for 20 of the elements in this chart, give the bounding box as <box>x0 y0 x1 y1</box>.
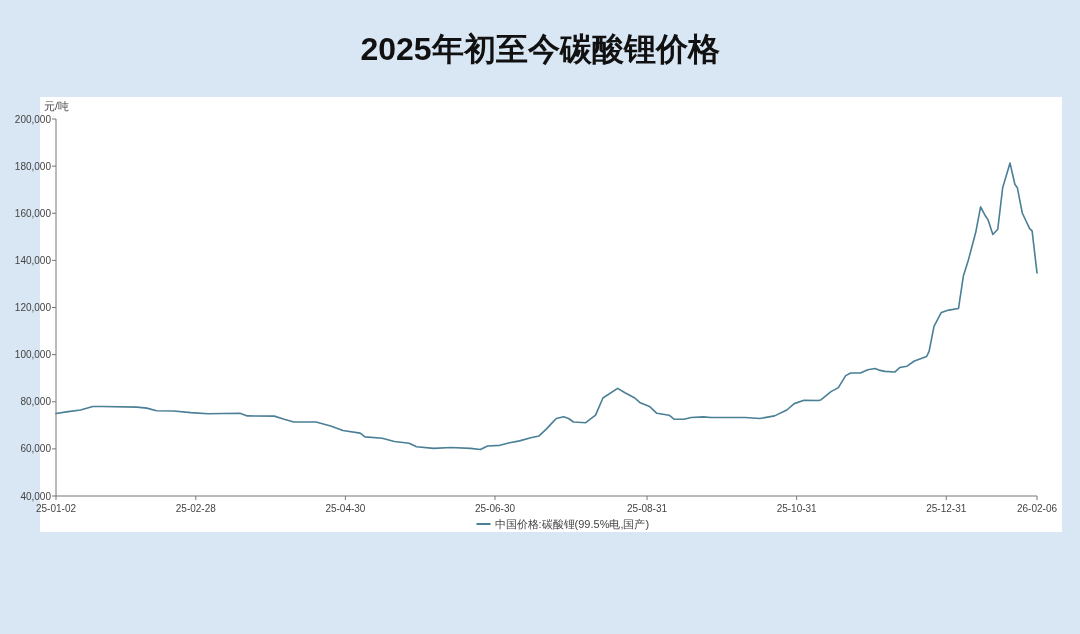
x-tick-label: 25-08-31 <box>627 503 668 514</box>
x-tick-label: 25-02-28 <box>175 503 217 514</box>
y-tick-label: 60,000 <box>20 443 52 455</box>
y-tick-label: 120,000 <box>14 302 52 313</box>
y-tick-label: 140,000 <box>14 254 52 266</box>
chart-title: 2025年初至今碳酸锂价格 <box>360 31 720 67</box>
x-tick-label: 25-06-30 <box>474 503 516 514</box>
y-tick-label: 160,000 <box>14 207 52 219</box>
legend-label: 中国价格:碳酸锂(99.5%电,国产) <box>494 518 650 530</box>
x-tick-label: 25-12-31 <box>926 503 967 514</box>
y-tick-label: 180,000 <box>14 160 52 172</box>
y-tick-label: 200,000 <box>14 113 52 125</box>
x-tick-label: 25-10-31 <box>776 503 818 514</box>
x-tick-label: 25-01-02 <box>35 503 77 514</box>
y-tick-label: 100,000 <box>14 349 52 361</box>
y-tick-label: 40,000 <box>20 490 52 502</box>
x-tick-label: 26-02-06 <box>1016 503 1058 514</box>
y-axis-title: 元/吨 <box>44 100 69 112</box>
y-tick-label: 80,000 <box>20 396 52 408</box>
x-tick-label: 25-04-30 <box>325 503 366 514</box>
